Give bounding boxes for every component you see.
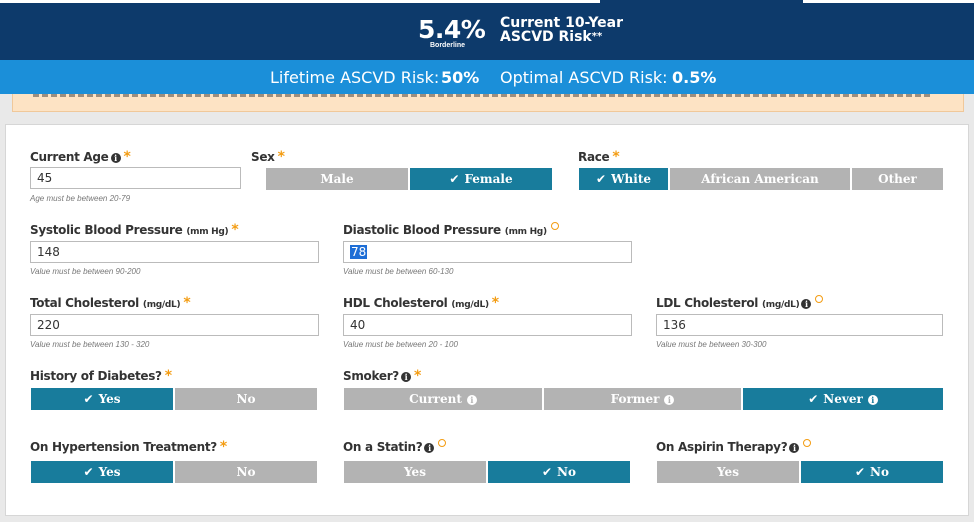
systolic-input[interactable]: 148 <box>30 241 319 263</box>
aspirin-no-button[interactable]: ✔ No <box>801 461 943 483</box>
info-icon[interactable]: i <box>110 153 121 163</box>
ring-icon <box>550 222 559 230</box>
risk-header: 5.4% Borderline Current 10-Year ASCVD Ri… <box>0 0 974 60</box>
header-edge-right <box>803 0 974 3</box>
total-cholesterol-label: Total Cholesterol (mg/dL) * <box>30 295 191 311</box>
asterisk-icon: * <box>231 222 239 238</box>
risk-classification: Borderline <box>430 42 466 49</box>
check-icon: ✔ <box>83 465 94 479</box>
hdl-cholesterol-label: HDL Cholesterol (mg/dL) * <box>343 295 499 311</box>
optimal-risk-value: 0.5% <box>672 68 717 87</box>
hdl-cholesterol-input[interactable]: 40 <box>343 314 632 336</box>
sex-male-button[interactable]: Male <box>266 168 408 190</box>
lifetime-risk-label: Lifetime ASCVD Risk: <box>270 68 440 87</box>
diabetes-no-button[interactable]: No <box>175 388 317 410</box>
systolic-label: Systolic Blood Pressure (mm Hg) * <box>30 222 239 238</box>
smoker-label: Smoker? i * <box>343 368 421 384</box>
aspirin-yes-button[interactable]: Yes <box>657 461 799 483</box>
hypertension-no-button[interactable]: No <box>175 461 317 483</box>
diabetes-label: History of Diabetes? * <box>30 368 172 384</box>
smoker-former-button[interactable]: Former i <box>544 388 741 410</box>
age-label: Current Age i * <box>30 149 131 165</box>
asterisk-icon: * <box>219 439 227 455</box>
asterisk-icon: * <box>413 368 421 384</box>
risk-title-line2: ASCVD Risk <box>500 29 592 45</box>
check-icon: ✔ <box>541 465 553 479</box>
diastolic-hint: Value must be between 60-130 <box>343 267 454 276</box>
info-icon[interactable]: i <box>400 372 411 382</box>
age-hint: Age must be between 20-79 <box>30 194 131 203</box>
asterisk-icon: * <box>123 149 131 165</box>
warning-banner <box>12 94 964 112</box>
risk-form: Current Age i * 45 Age must be between 20-… <box>5 124 969 516</box>
total-cholesterol-input[interactable]: 220 <box>30 314 319 336</box>
warning-text-cutoff <box>33 94 933 97</box>
hdl-cholesterol-hint: Value must be between 20 - 100 <box>343 340 458 349</box>
risk-title-marker: ** <box>591 31 603 42</box>
ring-icon <box>815 295 824 303</box>
statin-no-button[interactable]: ✔ No <box>488 461 630 483</box>
statin-label: On a Statin? i <box>343 439 447 454</box>
asterisk-icon: * <box>612 149 620 165</box>
check-icon: ✔ <box>854 465 866 479</box>
info-icon[interactable]: i <box>867 395 878 405</box>
check-icon: ✔ <box>808 392 819 406</box>
smoker-current-button[interactable]: Current i <box>344 388 542 410</box>
aspirin-label: On Aspirin Therapy? i <box>656 439 812 454</box>
statin-yes-button[interactable]: Yes <box>344 461 486 483</box>
race-other-button[interactable]: Other <box>852 168 943 190</box>
sex-label: Sex * <box>251 149 285 165</box>
check-icon: ✔ <box>596 172 607 186</box>
info-icon[interactable]: i <box>664 395 675 405</box>
info-icon[interactable]: i <box>424 443 435 453</box>
check-icon: ✔ <box>83 392 94 406</box>
lifetime-risk-value: 50% <box>441 68 480 87</box>
diabetes-yes-button[interactable]: ✔ Yes <box>31 388 173 410</box>
total-cholesterol-hint: Value must be between 130 - 320 <box>30 340 150 349</box>
smoker-never-button[interactable]: ✔ Never i <box>743 388 943 410</box>
asterisk-icon: * <box>164 368 172 384</box>
check-icon: ✔ <box>449 172 460 186</box>
sex-female-button[interactable]: ✔ Female <box>410 168 552 190</box>
risk-title-line1: Current 10-Year <box>500 15 624 31</box>
asterisk-icon: * <box>183 295 191 311</box>
race-african-american-button[interactable]: African American <box>670 168 850 190</box>
ten-year-risk-title: Current 10-Year ASCVD Risk** <box>500 16 623 44</box>
ring-icon <box>438 439 447 447</box>
systolic-hint: Value must be between 90-200 <box>30 267 141 276</box>
ten-year-risk-value: 5.4% <box>418 15 486 44</box>
ldl-cholesterol-hint: Value must be between 30-300 <box>656 340 767 349</box>
diastolic-input[interactable]: 78 <box>343 241 632 263</box>
optimal-risk-label: Optimal ASCVD Risk: <box>500 68 668 87</box>
info-icon[interactable]: i <box>466 395 477 405</box>
race-white-button[interactable]: ✔ White <box>579 168 668 190</box>
asterisk-icon: * <box>491 295 499 311</box>
hypertension-yes-button[interactable]: ✔ Yes <box>31 461 173 483</box>
diastolic-label: Diastolic Blood Pressure (mm Hg) <box>343 222 559 237</box>
risk-subheader: Lifetime ASCVD Risk: 50% Optimal ASCVD R… <box>0 60 974 94</box>
hypertension-label: On Hypertension Treatment? * <box>30 439 227 455</box>
ring-icon <box>803 439 812 447</box>
ldl-cholesterol-label: LDL Cholesterol (mg/dL) i <box>656 295 824 310</box>
asterisk-icon: * <box>277 149 285 165</box>
info-icon[interactable]: i <box>801 299 812 309</box>
info-icon[interactable]: i <box>789 443 800 453</box>
header-edge-left <box>0 0 600 3</box>
age-input[interactable]: 45 <box>30 167 241 189</box>
ldl-cholesterol-input[interactable]: 136 <box>656 314 943 336</box>
race-label: Race * <box>578 149 620 165</box>
